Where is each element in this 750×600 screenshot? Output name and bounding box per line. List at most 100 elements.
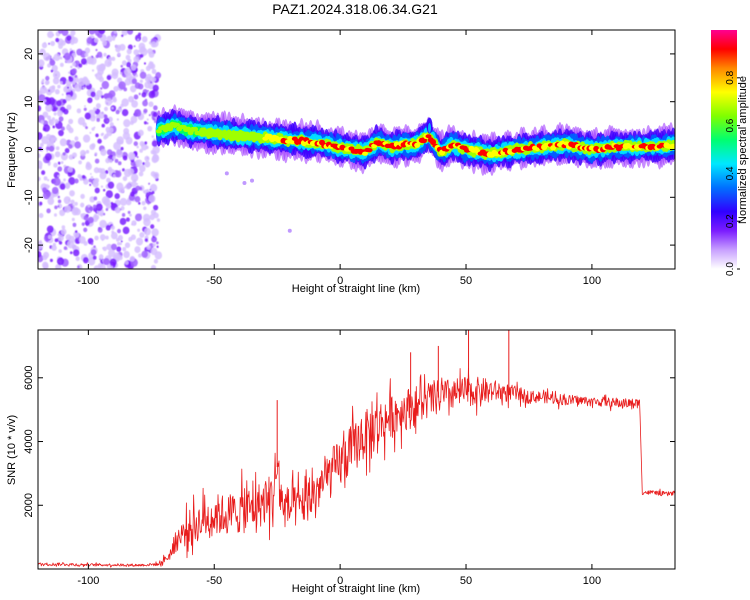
colorbar-label: Normalized spectral amplitude [737,76,749,224]
noise-blob [100,95,104,99]
noise-blob [120,64,123,68]
noise-blob [152,111,158,118]
noise-blob [74,83,82,92]
noise-blob [94,187,100,194]
ridge-layer [155,121,675,158]
noise-blob [70,30,76,36]
noise-blob [57,195,61,199]
noise-blob [84,52,89,57]
noise-blob [117,52,121,57]
noise-blob [139,79,143,84]
noise-blob [92,115,96,119]
noise-blob [95,133,99,138]
noise-blob [66,104,72,111]
noise-blob [38,94,46,103]
noise-blob [50,40,56,47]
noise-blob [67,86,70,89]
noise-blob [63,178,66,182]
noise-blob [87,257,96,266]
noise-blob [97,138,102,144]
noise-blob [53,53,61,61]
noise-blob [116,136,124,145]
noise-blob [103,93,108,99]
noise-blob [57,84,61,89]
spectrogram-y-label: Frequency (Hz) [6,112,18,188]
spike-core [428,122,432,133]
noise-blob [38,132,43,140]
noise-blob [42,191,51,200]
noise-blob [127,30,134,35]
noise-blob [118,81,126,90]
noise-blob [100,87,103,90]
noise-blob [134,196,141,203]
noise-blob [74,136,79,141]
noise-blob [81,222,85,226]
noise-blob [141,92,147,98]
noise-blob [78,236,86,244]
noise-blob [45,146,50,151]
noise-blob [70,65,73,69]
noise-blob [153,258,159,264]
noise-blob [38,165,43,170]
noise-blob [41,42,48,49]
spectrogram-xtick-label: 50 [460,275,472,287]
noise-blob [72,81,76,85]
noise-blob [129,213,132,217]
noise-blob [139,164,146,173]
noise-blob [148,114,151,117]
colorbar-gradient [711,30,737,269]
noise-blob [156,245,159,248]
noise-blob [67,123,70,127]
noise-blob [134,246,141,254]
spectrogram-ytick-label: 10 [23,96,35,108]
noise-blob [152,118,155,121]
noise-blob [106,35,113,43]
noise-blob [97,227,103,233]
noise-blob [93,167,100,174]
noise-blob [38,146,42,151]
noise-blob [115,149,124,158]
noise-blob [129,255,135,262]
noise-blob [98,63,106,72]
noise-blob [57,199,62,204]
noise-blob [103,114,107,118]
noise-blob [139,53,144,58]
noise-blob [115,170,122,178]
noise-blob [85,149,90,154]
noise-blob [72,152,77,158]
noise-blob [68,118,74,125]
noise-blob [66,35,72,41]
noise-blob [150,209,157,216]
noise-blob [144,141,148,145]
noise-blob [109,258,117,267]
noise-blob [92,255,97,260]
noise-blob [44,97,52,106]
noise-blob [133,141,138,147]
noise-blob [57,174,60,178]
noise-blob [82,76,88,82]
noise-blob [141,142,145,147]
noise-blob [113,30,117,34]
spectrogram-x-label: Height of straight line (km) [292,283,420,295]
noise-blob [102,247,105,250]
noise-blob [68,71,71,74]
noise-blob [68,177,76,185]
noise-blob [61,93,64,96]
spectrogram-plot-area [38,30,675,269]
ridge-blob [414,142,421,148]
noise-blob [55,146,60,151]
noise-blob [56,257,65,266]
noise-blob [75,256,80,262]
noise-blob [54,118,59,124]
noise-blob [43,87,47,91]
noise-blob [104,97,113,106]
noise-blob [131,100,138,108]
noise-blob [52,56,56,60]
noise-blob [92,204,97,209]
noise-blob [127,152,136,161]
colorbar-tick-label: 0.4 [725,166,736,180]
noise-blob [40,64,43,67]
snr-x-ticks: -100 -50 0 50 100 [77,330,601,587]
snr-plot-area [38,330,675,568]
noise-blob [112,174,116,178]
